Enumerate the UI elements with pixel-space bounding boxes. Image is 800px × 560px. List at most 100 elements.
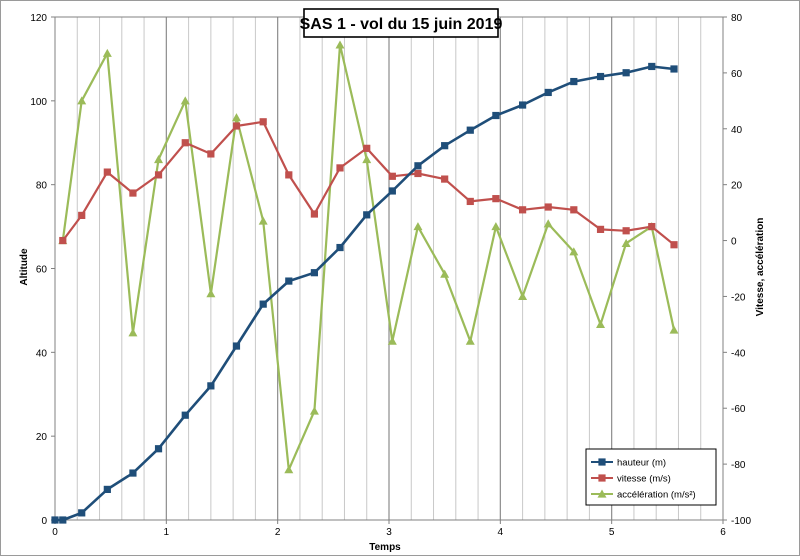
legend-label: vitesse (m/s) (617, 474, 671, 485)
data-point-hauteur (103, 485, 111, 494)
data-point-vitesse (310, 210, 319, 218)
data-point-vitesse (622, 227, 630, 235)
data-point-hauteur (232, 342, 241, 350)
data-point-hauteur (622, 69, 630, 77)
data-point-acceleration (465, 336, 475, 345)
data-point-vitesse (129, 189, 137, 197)
data-point-vitesse (363, 144, 371, 152)
chart-title-box: SAS 1 - vol du 15 juin 2019 (300, 8, 503, 38)
grid (55, 17, 723, 520)
data-point-hauteur (310, 269, 319, 277)
data-point-vitesse (285, 171, 293, 179)
left-y-tick-label: 0 (41, 516, 47, 527)
legend-label: hauteur (m) (617, 458, 666, 469)
data-point-hauteur (285, 277, 293, 285)
series-vitesse (59, 118, 678, 249)
data-point-vitesse (59, 236, 67, 245)
data-point-hauteur (466, 126, 474, 134)
data-point-vitesse (441, 175, 449, 183)
data-point-acceleration (621, 238, 631, 247)
data-point-hauteur (596, 72, 605, 81)
data-point-hauteur (259, 300, 267, 308)
right-y-tick-label: -40 (731, 348, 746, 359)
data-point-hauteur (492, 111, 500, 120)
data-point-vitesse (207, 150, 215, 158)
data-point-acceleration (413, 222, 423, 231)
data-point-hauteur (441, 142, 449, 150)
data-point-acceleration (206, 289, 216, 298)
data-point-hauteur (363, 211, 371, 219)
data-point-acceleration (128, 328, 138, 337)
right-y-tick-label: -100 (731, 516, 751, 527)
data-point-acceleration (669, 325, 679, 334)
data-point-hauteur (59, 516, 67, 524)
data-point-hauteur (544, 88, 552, 97)
x-tick-label: 6 (720, 527, 726, 538)
data-point-vitesse (181, 139, 189, 147)
data-point-acceleration (180, 96, 190, 105)
data-point-vitesse (544, 203, 552, 211)
left-axis-title: Altitude (19, 248, 30, 286)
data-point-acceleration (518, 291, 528, 301)
chart-title: SAS 1 - vol du 15 juin 2019 (300, 16, 503, 33)
data-point-vitesse (103, 168, 111, 176)
data-point-vitesse (259, 118, 267, 126)
data-point-hauteur (207, 382, 215, 390)
data-point-acceleration (309, 406, 319, 415)
data-point-acceleration (284, 465, 294, 474)
data-point-vitesse (596, 225, 605, 233)
left-y-tick-label: 60 (36, 265, 48, 276)
data-point-vitesse (570, 206, 578, 214)
right-y-tick-label: -20 (731, 292, 746, 303)
data-point-acceleration (543, 219, 553, 228)
data-point-acceleration (387, 336, 397, 345)
data-point-vitesse (648, 222, 656, 231)
data-point-acceleration (335, 40, 345, 49)
data-point-hauteur (670, 65, 678, 73)
data-point-hauteur (51, 516, 59, 524)
data-point-vitesse (388, 172, 396, 180)
data-point-acceleration (362, 155, 372, 164)
data-point-acceleration (440, 269, 450, 278)
data-point-vitesse (670, 241, 678, 249)
data-point-vitesse (78, 211, 86, 220)
left-y-tick-label: 40 (36, 348, 48, 359)
data-point-acceleration (231, 113, 241, 122)
data-point-hauteur (154, 445, 163, 453)
data-point-acceleration (569, 247, 579, 256)
chart-title-border (303, 8, 499, 38)
x-tick-label: 3 (386, 527, 392, 538)
x-tick-label: 4 (498, 527, 504, 538)
data-point-vitesse (154, 171, 163, 179)
data-point-vitesse (336, 164, 344, 172)
right-y-tick-label: 20 (731, 181, 743, 192)
series-layer (51, 40, 679, 524)
right-y-tick-label: -60 (731, 404, 746, 415)
data-point-vitesse (414, 169, 422, 178)
right-y-tick-label: 80 (731, 13, 743, 24)
data-point-acceleration (491, 222, 501, 231)
data-point-vitesse (519, 206, 527, 214)
legend-swatch-marker (598, 474, 606, 482)
data-point-acceleration (102, 48, 112, 57)
data-point-vitesse (466, 197, 474, 206)
data-point-hauteur (181, 411, 189, 419)
series-acceleration (58, 40, 679, 474)
data-point-acceleration (154, 155, 164, 164)
data-point-hauteur (78, 509, 86, 517)
data-point-hauteur (570, 77, 578, 86)
x-tick-label: 2 (275, 527, 281, 538)
right-axis-title: Vitesse, accélération (755, 218, 766, 317)
legend-swatch-marker (598, 458, 606, 466)
left-y-tick-label: 80 (36, 181, 48, 192)
left-y-tick-label: 20 (36, 432, 48, 443)
left-y-tick-label: 100 (30, 97, 47, 108)
data-point-hauteur (129, 469, 137, 477)
data-point-vitesse (492, 195, 500, 203)
left-y-tick-label: 120 (30, 13, 47, 24)
legend: hauteur (m) vitesse (m/s) accélération (m/… (585, 448, 717, 506)
data-point-hauteur (519, 101, 527, 109)
data-point-hauteur (336, 243, 344, 252)
